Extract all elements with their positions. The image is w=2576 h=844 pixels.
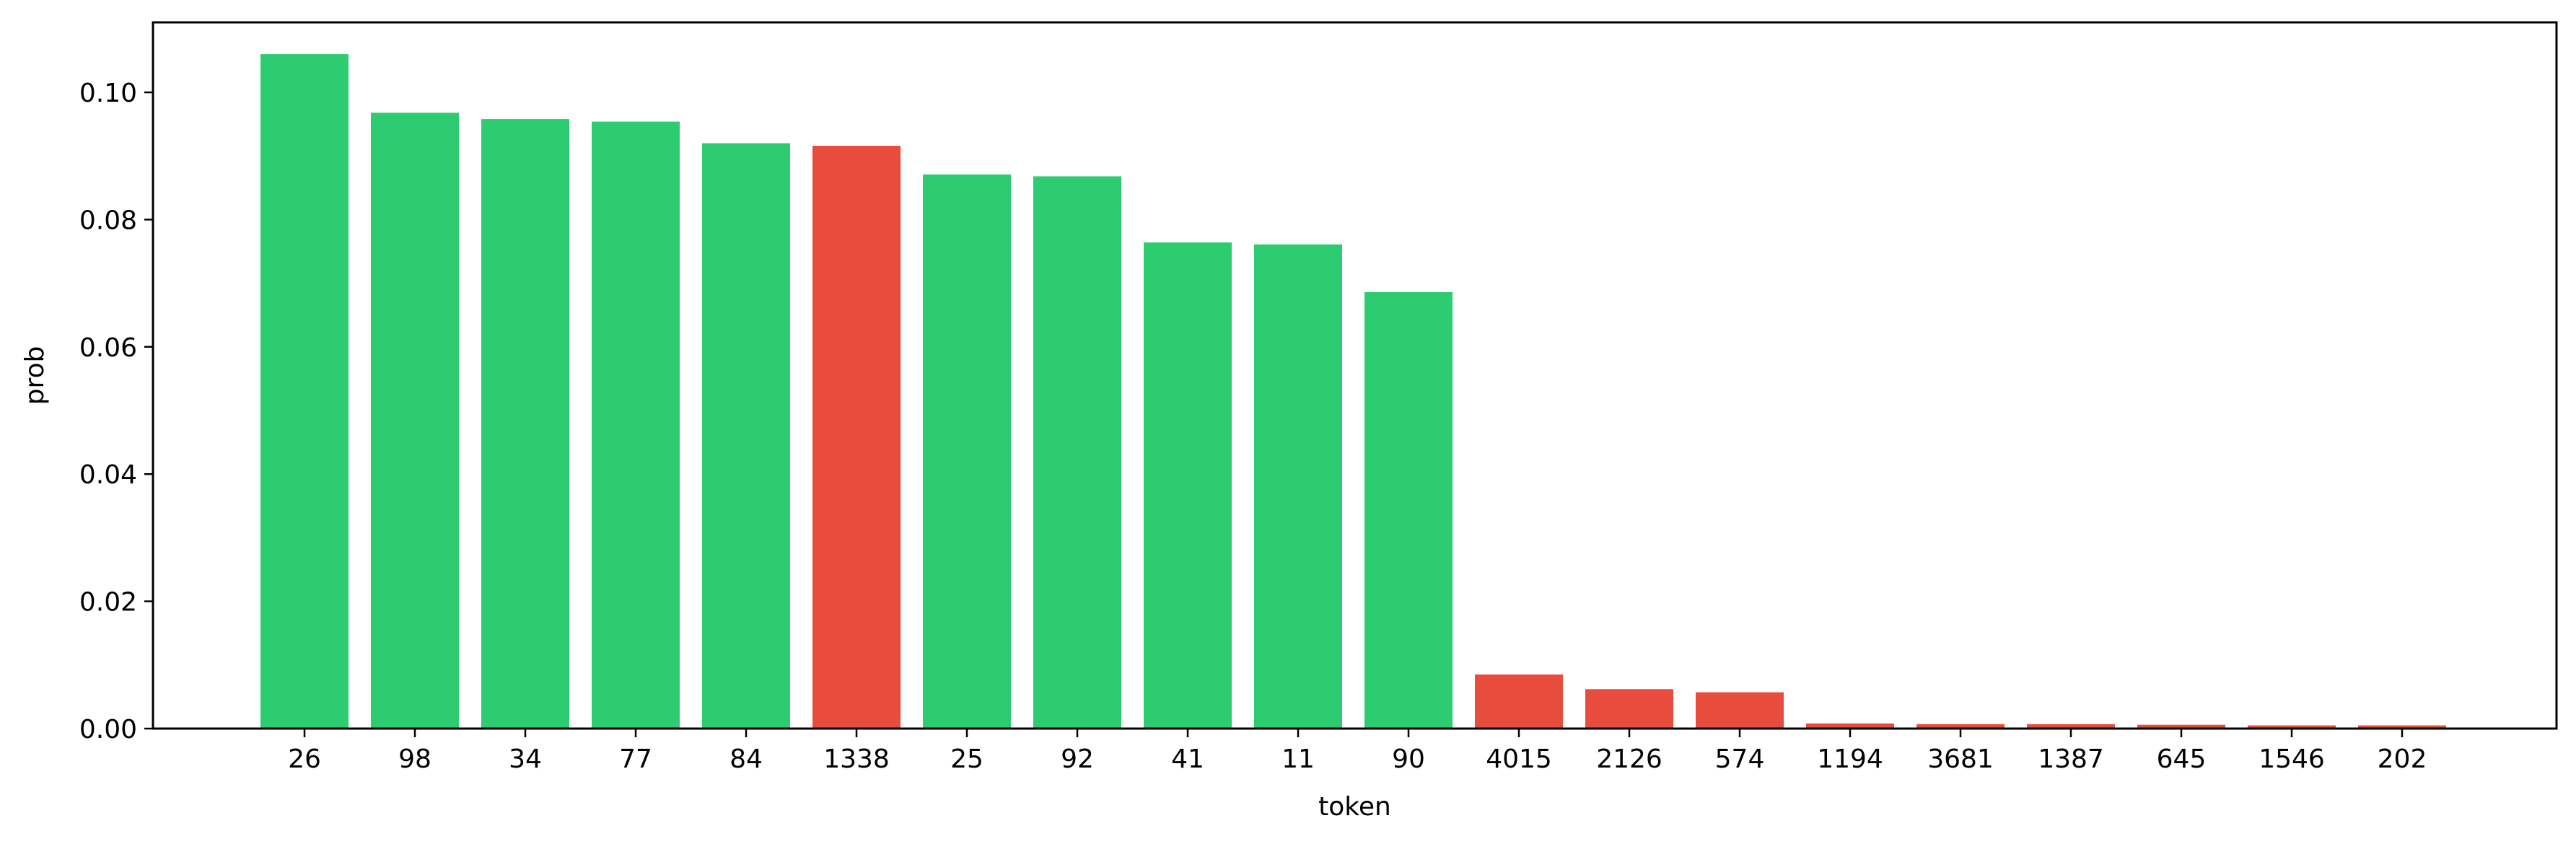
x-tick-label: 90 bbox=[1392, 744, 1425, 774]
x-tick-label: 77 bbox=[619, 744, 652, 774]
bar-92 bbox=[1033, 176, 1121, 729]
x-tick-label: 92 bbox=[1061, 744, 1094, 774]
bar-645 bbox=[2137, 724, 2225, 729]
x-tick-label: 2126 bbox=[1596, 744, 1662, 774]
bar-3681 bbox=[1916, 724, 2005, 729]
bar-2126 bbox=[1585, 689, 1673, 729]
bar-26 bbox=[260, 54, 349, 729]
y-axis-label: prob bbox=[20, 346, 50, 405]
bar-34 bbox=[481, 119, 569, 729]
bars-group bbox=[260, 54, 2446, 729]
y-tick-label: 0.00 bbox=[79, 715, 137, 744]
x-tick-label: 11 bbox=[1282, 744, 1315, 774]
y-tick-label: 0.10 bbox=[79, 79, 137, 108]
plot-frame bbox=[152, 21, 2558, 730]
y-tick-label: 0.08 bbox=[79, 206, 137, 235]
y-tick-label: 0.04 bbox=[79, 460, 137, 490]
bar-77 bbox=[592, 121, 680, 729]
x-tick-label: 4015 bbox=[1486, 744, 1552, 774]
x-tick-label: 84 bbox=[730, 744, 763, 774]
x-tick-label: 26 bbox=[288, 744, 321, 774]
x-tick-label: 645 bbox=[2157, 744, 2207, 774]
x-tick-label: 41 bbox=[1171, 744, 1204, 774]
bar-41 bbox=[1144, 242, 1232, 729]
bar-90 bbox=[1364, 291, 1453, 729]
bar-202 bbox=[2358, 725, 2446, 729]
y-tick-label: 0.02 bbox=[79, 588, 137, 617]
bar-11 bbox=[1254, 244, 1342, 729]
x-tick-label: 34 bbox=[509, 744, 542, 774]
x-tick-label: 1546 bbox=[2259, 744, 2325, 774]
x-tick-label: 1338 bbox=[823, 744, 890, 774]
x-tick-label: 25 bbox=[950, 744, 983, 774]
x-axis-ticks: 26 98 34 77 84 1338 25 92 41 11 90 4015 2126 574 1194 3… bbox=[288, 729, 2427, 774]
bar-84 bbox=[702, 143, 790, 729]
bar-1387 bbox=[2027, 724, 2115, 729]
y-axis-ticks: 0.00 0.02 0.04 0.06 0.08 0.10 bbox=[79, 79, 153, 744]
bar-1338 bbox=[812, 146, 901, 729]
bar-574 bbox=[1696, 692, 1784, 729]
bar-1546 bbox=[2248, 725, 2336, 729]
bar-1194 bbox=[1806, 723, 1894, 729]
x-tick-label: 1194 bbox=[1817, 744, 1883, 774]
bar-25 bbox=[923, 174, 1011, 729]
y-tick-label: 0.06 bbox=[79, 333, 137, 363]
bar-98 bbox=[371, 113, 459, 729]
x-axis-label: token bbox=[1318, 792, 1391, 822]
x-tick-label: 202 bbox=[2378, 744, 2427, 774]
x-tick-label: 574 bbox=[1715, 744, 1765, 774]
bar-4015 bbox=[1475, 674, 1563, 729]
x-tick-label: 1387 bbox=[2038, 744, 2104, 774]
x-tick-label: 98 bbox=[398, 744, 431, 774]
x-tick-label: 3681 bbox=[1927, 744, 1994, 774]
